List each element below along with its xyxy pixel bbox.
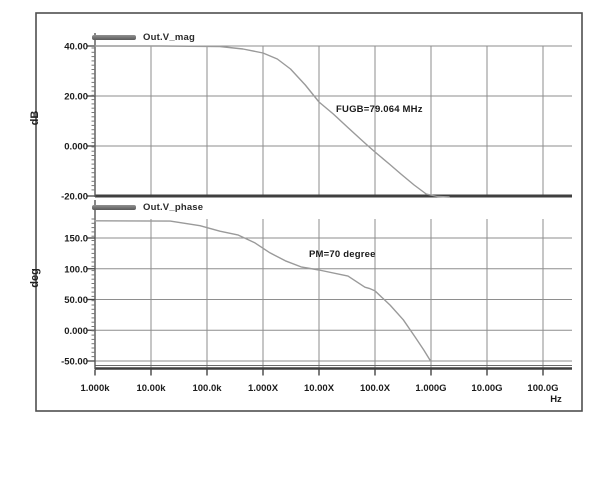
x-tick-label: 1.000X <box>248 383 279 394</box>
y-tick-label: 150.0 <box>64 234 88 245</box>
x-tick-label: 1.000G <box>415 383 446 394</box>
y-tick-label: 100.0 <box>64 264 88 275</box>
curve-out-v-mag <box>94 45 450 198</box>
x-tick-label: 10.00X <box>304 383 335 394</box>
y-tick-label: 40.00 <box>64 42 88 53</box>
x-tick-label: 1.000k <box>80 383 110 394</box>
y-tick-label: -20.00 <box>61 192 88 203</box>
x-tick-label: 100.0G <box>527 383 558 394</box>
x-tick-label: 100.0X <box>360 383 391 394</box>
y-tick-label: 20.00 <box>64 92 88 103</box>
y-tick-label: -50.00 <box>61 357 88 368</box>
y-tick-label: 50.00 <box>64 295 88 306</box>
x-tick-label: 10.00G <box>471 383 502 394</box>
figure-outer-border <box>35 12 583 412</box>
x-tick-label: 100.0k <box>192 383 222 394</box>
curve-out-v-phase <box>94 220 431 361</box>
y-tick-label: 0.000 <box>64 142 88 153</box>
y-tick-label: 0.000 <box>64 326 88 337</box>
x-tick-label: 10.00k <box>136 383 166 394</box>
